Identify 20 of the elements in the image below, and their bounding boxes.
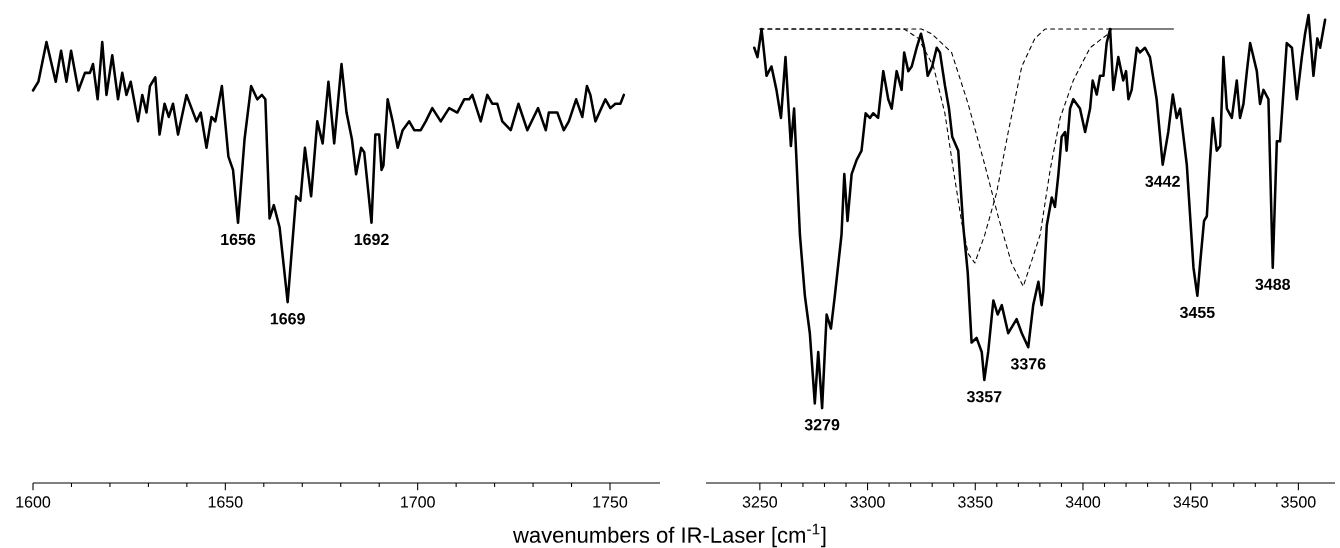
annotation: 3279: [804, 419, 840, 431]
x-tick-label: 3450: [1173, 496, 1208, 508]
annotation: 1656: [221, 233, 256, 246]
x-axis-title: wavenumbers of IR-Laser [cm$^{-1}$]: [512, 523, 826, 548]
annotation: 3376: [1010, 358, 1046, 370]
x-tick-label: 3350: [958, 496, 993, 508]
annotation: 3357: [966, 390, 1002, 403]
x-tick-label: 1700: [401, 496, 435, 508]
x-tick-label: 1750: [593, 496, 628, 508]
annotation: 3488: [1255, 278, 1291, 290]
annotation: 3455: [1179, 306, 1215, 319]
annotation: 3442: [1145, 175, 1180, 188]
annotation: 1692: [354, 233, 389, 246]
x-tick-label: 3250: [742, 496, 778, 508]
x-tick-label: 1600: [16, 496, 51, 508]
x-tick-label: 3400: [1065, 496, 1101, 508]
x-tick-label: 3300: [850, 496, 885, 508]
annotation: 1669: [270, 313, 305, 325]
x-tick-label: 1650: [208, 496, 243, 508]
x-tick-label: 3500: [1281, 496, 1316, 508]
